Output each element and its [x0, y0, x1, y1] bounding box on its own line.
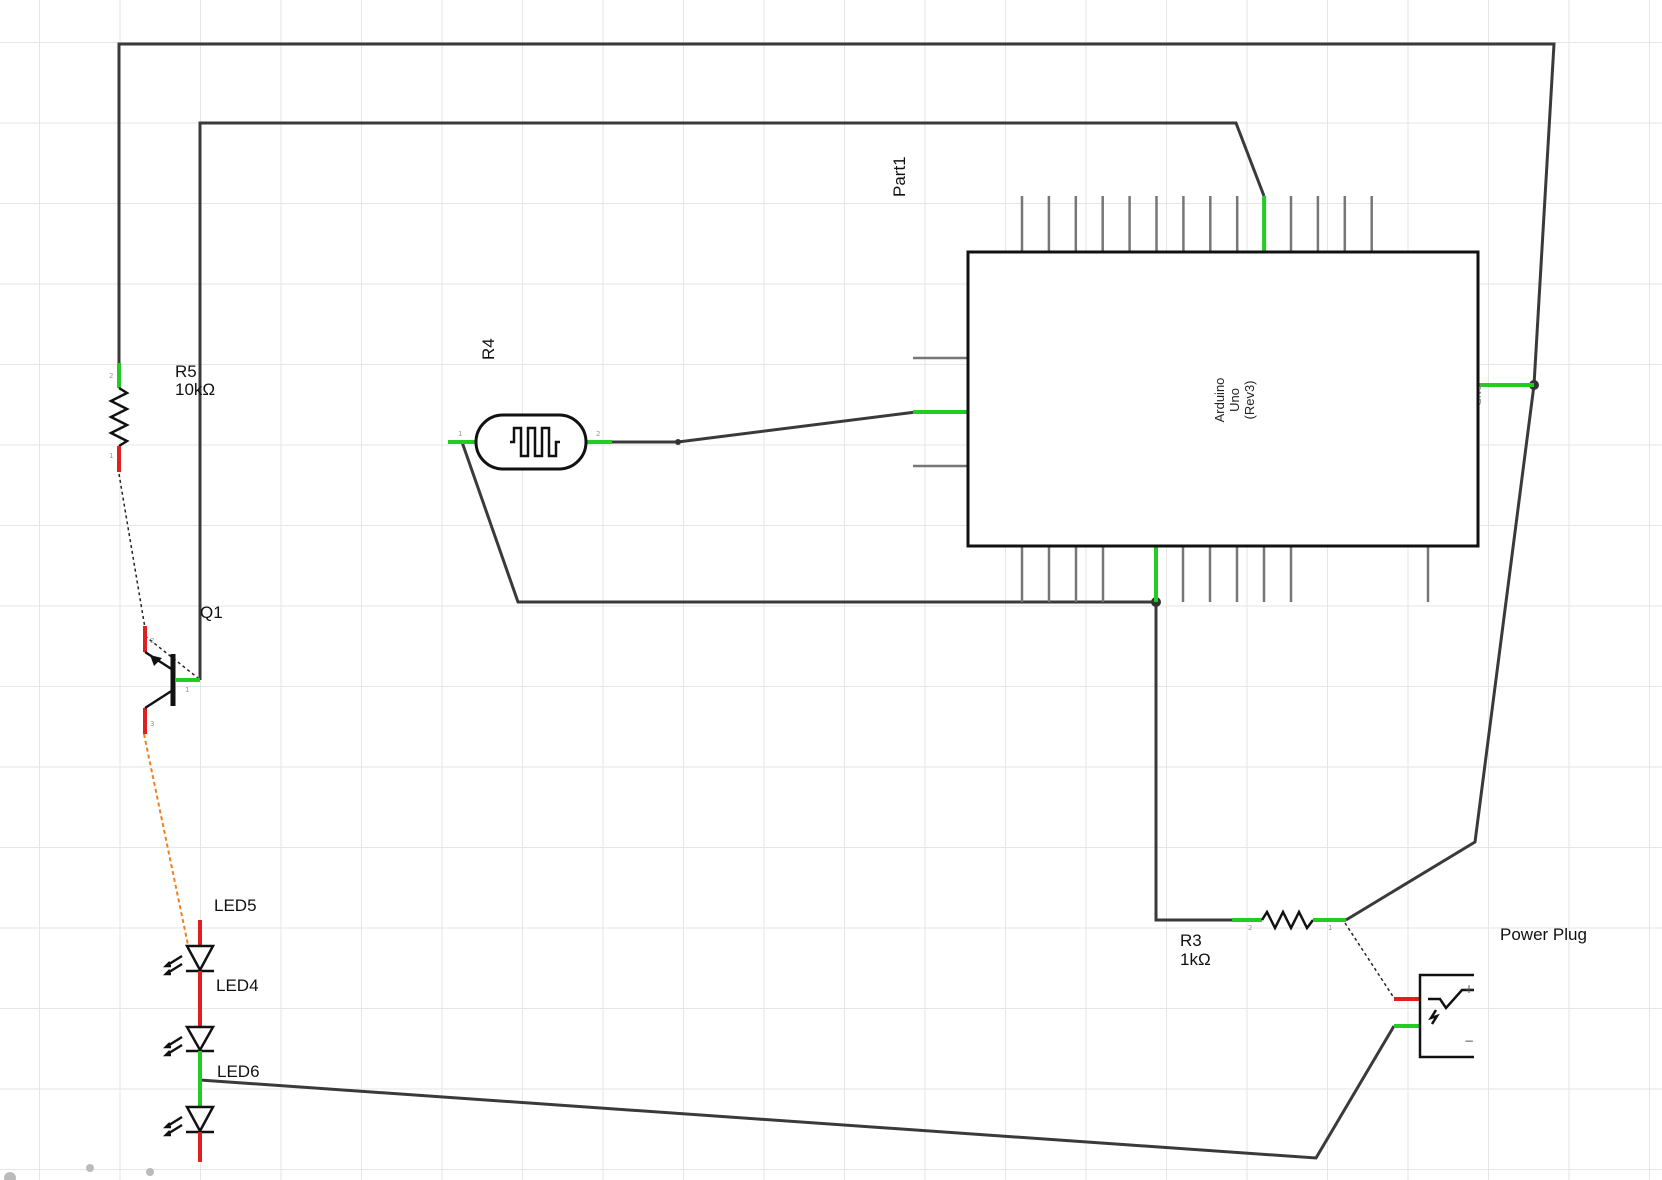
plug-contact [1428, 988, 1474, 1011]
power-plug[interactable]: Power Plug + − [1394, 925, 1587, 1059]
led5[interactable]: LED5 [162, 896, 257, 1000]
led6-light-icon [162, 1115, 183, 1137]
q1-pin-num-2: 2 [150, 637, 154, 645]
r5-pin2-num: 2 [109, 372, 113, 380]
wire-layer [117, 42, 1556, 1160]
r4-pin2-num: 2 [596, 430, 600, 438]
r4-body [474, 413, 588, 471]
r3-value: 1kΩ [1180, 950, 1211, 969]
power-plug-name: Power Plug [1500, 925, 1587, 944]
q1-pin-num-1: 1 [185, 686, 189, 694]
led4[interactable]: LED4 [162, 976, 259, 1080]
plug-body [1418, 973, 1474, 1059]
wire-gnd-loop[interactable] [117, 42, 1556, 386]
r3-name: R3 [1180, 931, 1202, 950]
wire-gnd-r3[interactable] [1345, 384, 1536, 922]
wire-r4-a0[interactable] [460, 441, 1156, 604]
transistor-q1[interactable]: Q1 1 2 3 [143, 603, 223, 734]
resistor-r3[interactable]: 2 1 R3 1kΩ [1180, 909, 1346, 969]
ratsnest-q1-led5 [143, 733, 189, 946]
r3-zigzag [1260, 909, 1314, 931]
r5-value: 10kΩ [175, 380, 215, 399]
ratsnest-r5-q1 [118, 473, 146, 629]
q1-name: Q1 [200, 603, 223, 622]
led5-triangle [184, 944, 216, 973]
wire-led6-plug[interactable] [199, 1025, 1396, 1160]
led4-light-icon [162, 1035, 183, 1057]
r4-serpentine [510, 426, 560, 458]
ratsnest-q1-internal [144, 635, 199, 679]
q1-arrow-icon [150, 655, 162, 666]
q1-pin-num-3: 3 [150, 720, 154, 728]
plug-minus-sign: − [1464, 1034, 1474, 1048]
led5-light-icon [162, 954, 183, 976]
r5-name: R5 [175, 362, 197, 381]
r5-zigzag [108, 386, 130, 448]
arduino-model: Uno [1227, 388, 1242, 412]
arduino-uno[interactable]: Part1 D0/RXD1/TXD2D3 PWMD4D5 PWMD6 PWMD7… [890, 156, 1534, 602]
r4-name: R4 [479, 338, 498, 360]
r5-pin1-num: 1 [109, 452, 113, 460]
arduino-rev: (Rev3) [1242, 380, 1257, 419]
led6-triangle [184, 1105, 216, 1134]
wire-r4-a5[interactable] [600, 410, 917, 444]
r3-pin1-num: 1 [1328, 924, 1332, 932]
ratsnest-layer [118, 473, 1395, 999]
resistor-r5[interactable]: 2 1 R5 10kΩ [108, 362, 215, 472]
ratsnest-r3-plug [1344, 922, 1395, 999]
arduino-body[interactable] [966, 250, 1480, 548]
led4-triangle [184, 1025, 216, 1053]
photocell-r4[interactable]: R4 1 2 [448, 338, 612, 471]
q1-emitter-leg [144, 688, 174, 710]
watermark-fragment [4, 1164, 154, 1180]
led4-name: LED4 [216, 976, 259, 995]
wire-d9[interactable] [198, 121, 1266, 680]
plug-plus-sign: + [1464, 982, 1474, 996]
r4-pin1-num: 1 [458, 430, 462, 438]
led6-name: LED6 [217, 1062, 260, 1081]
r3-pin2-num: 2 [1248, 924, 1252, 932]
wire-a0-r3[interactable] [1154, 602, 1232, 922]
led6[interactable]: LED6 [162, 1062, 260, 1162]
junction-r4 [675, 439, 681, 445]
arduino-part-label: Part1 [890, 156, 909, 197]
arduino-name: Arduino [1212, 378, 1227, 423]
led5-name: LED5 [214, 896, 257, 915]
plug-lightning-icon [1428, 1009, 1440, 1025]
